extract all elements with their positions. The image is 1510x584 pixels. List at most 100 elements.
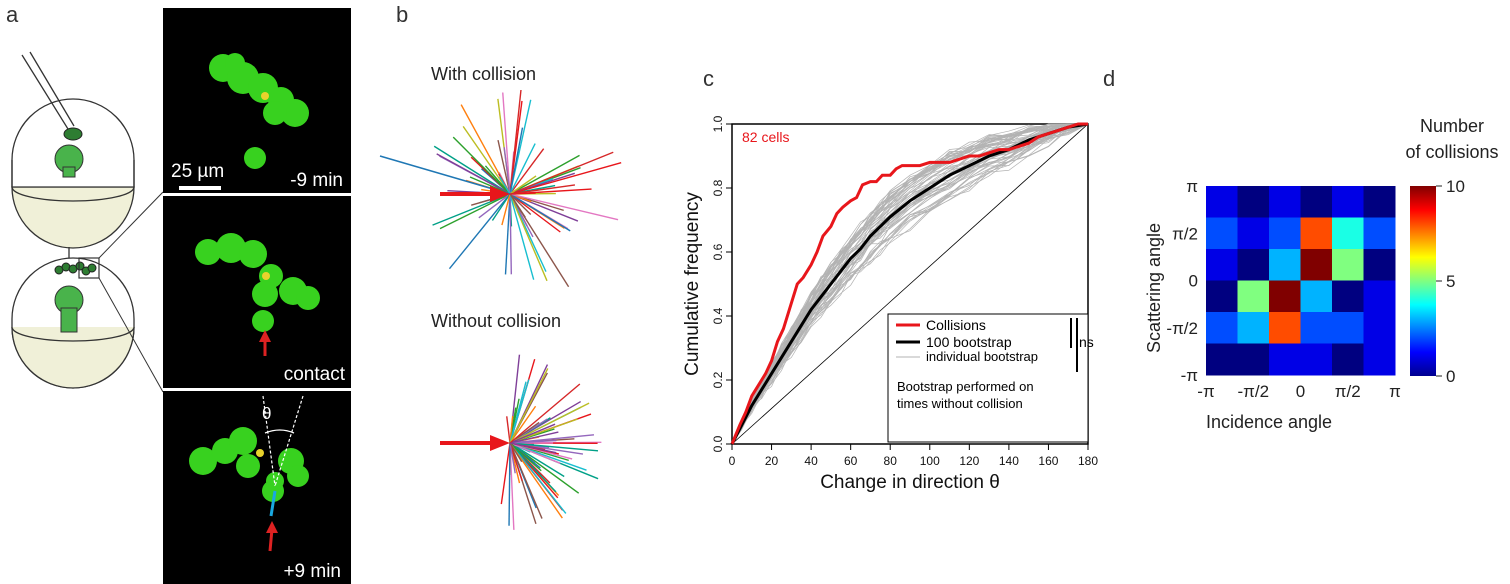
direction-ray	[509, 368, 549, 444]
heatmap-cell	[1269, 312, 1301, 344]
micrograph-frame-2: contact	[163, 196, 351, 388]
heatmap-cell	[1206, 343, 1238, 376]
bootstrap-replicate-line	[731, 123, 1089, 445]
legend-note-line1: Bootstrap performed on	[897, 379, 1034, 394]
legend-note-line2: times without collision	[897, 396, 1023, 411]
embryo-schematic	[11, 51, 164, 393]
x-tick-label: 20	[765, 454, 779, 468]
rose-plot-without-collision	[500, 354, 602, 530]
x-tick-label: 0	[729, 454, 736, 468]
direction-ray	[433, 145, 511, 195]
cumulative-frequency-chart: 0 20 40 60 80 100 120 140 160 180 0.0 0.2 0.4 0.6 0.8…	[682, 115, 1098, 493]
frame-time-2: contact	[283, 364, 345, 385]
heatmap-cell	[1237, 312, 1270, 344]
direction-ray	[509, 193, 548, 282]
heatmap-cells	[1206, 186, 1396, 376]
direction-ray	[509, 431, 559, 444]
panel-label-c: c	[703, 66, 714, 91]
heatmap-cell	[1300, 280, 1333, 313]
x-tick-label: 180	[1078, 454, 1098, 468]
heatmap-cell	[1237, 217, 1270, 250]
colorbar-title-line1: Number	[1420, 116, 1484, 136]
heatmap-cell	[1363, 280, 1396, 313]
direction-ray	[509, 442, 523, 463]
heatmap-cell	[1300, 312, 1333, 344]
panel-label-a: a	[6, 2, 19, 27]
scale-bar-label: 25 µm	[171, 161, 225, 182]
direction-ray	[509, 442, 567, 514]
frame-time-1: -9 min	[290, 170, 343, 191]
direction-ray	[509, 148, 545, 195]
collision-heatmap: -π -π/2 0 π/2 π ππ/20-π/2-π Incidence angle …	[1144, 116, 1499, 432]
bootstrap-replicate-line	[731, 123, 1089, 445]
direction-ray	[509, 442, 515, 530]
heatmap-cell	[1332, 312, 1364, 344]
colorbar-title-line2: of collisions	[1405, 142, 1498, 162]
x-tick-label: 40	[804, 454, 818, 468]
heatmap-cell	[1332, 343, 1364, 376]
legend-individual-bootstrap: individual bootstrap	[926, 349, 1038, 364]
frame-time-3: +9 min	[283, 561, 341, 582]
bootstrap-replicate-line	[731, 123, 1088, 445]
direction-ray	[499, 176, 511, 195]
direction-ray	[478, 193, 511, 219]
heatmap-cell	[1363, 343, 1396, 376]
direction-ray	[509, 442, 557, 493]
direction-ray	[509, 442, 523, 481]
legend-ns: ns	[1079, 334, 1094, 350]
direction-ray	[509, 127, 524, 195]
bootstrap-replicate-line	[731, 123, 1089, 445]
heatmap-cell	[1237, 280, 1270, 313]
x-tick-label: 100	[920, 454, 940, 468]
y-tick-label: 1.0	[711, 115, 725, 132]
y-tick-label: 0.0	[711, 435, 725, 452]
series-collisions	[730, 122, 1088, 445]
direction-ray	[439, 193, 511, 230]
direction-ray	[501, 193, 511, 226]
heatmap-y-tick-label: π/2	[1172, 224, 1198, 243]
direction-ray	[509, 193, 535, 280]
direction-ray	[509, 423, 556, 444]
direction-ray	[509, 383, 581, 444]
x-tick-label: 160	[1038, 454, 1058, 468]
heatmap-cell	[1269, 217, 1301, 250]
with-collision-title: With collision	[431, 64, 537, 84]
y-tick-label: 0.6	[711, 243, 725, 260]
direction-ray	[509, 184, 576, 195]
direction-ray	[508, 442, 511, 526]
direction-ray	[509, 442, 543, 519]
heatmap-cell	[1237, 186, 1270, 218]
y-tick-label: 0.2	[711, 371, 725, 388]
x-tick-label: 80	[884, 454, 898, 468]
direction-ray	[509, 442, 580, 494]
heatmap-x-tick-label: π	[1389, 382, 1401, 401]
direction-ray	[432, 193, 511, 226]
direction-ray	[509, 405, 537, 444]
heatmap-cell	[1332, 217, 1364, 250]
bootstrap-replicate-line	[731, 123, 1089, 445]
micrograph-frame-3: θ +9 min	[163, 391, 351, 584]
direction-ray	[509, 442, 563, 519]
panel-label-b: b	[396, 2, 409, 27]
heatmap-x-tick-label: -π	[1197, 382, 1214, 401]
heatmap-cell	[1206, 280, 1238, 313]
heatmap-cell	[1237, 343, 1270, 376]
heatmap-cell	[1300, 343, 1333, 376]
direction-ray	[469, 176, 511, 195]
heatmap-cell	[1269, 186, 1301, 218]
heatmap-x-tick-label: 0	[1296, 382, 1305, 401]
rose-plots	[379, 90, 622, 530]
heatmap-cell	[1206, 186, 1238, 218]
heatmap-cell	[1206, 249, 1238, 281]
diagonal-reference-line	[731, 123, 1089, 445]
micrograph-frame-1: 25 µm -9 min	[163, 8, 351, 193]
direction-ray	[509, 143, 536, 195]
direction-ray	[462, 126, 511, 195]
heatmap-cell	[1300, 249, 1333, 281]
embryo-bottom	[11, 191, 164, 393]
x-tick-label: 60	[844, 454, 858, 468]
x-tick-label: 140	[999, 454, 1019, 468]
direction-ray	[509, 442, 599, 452]
direction-ray	[509, 193, 561, 233]
series-100-bootstrap	[730, 122, 1089, 445]
